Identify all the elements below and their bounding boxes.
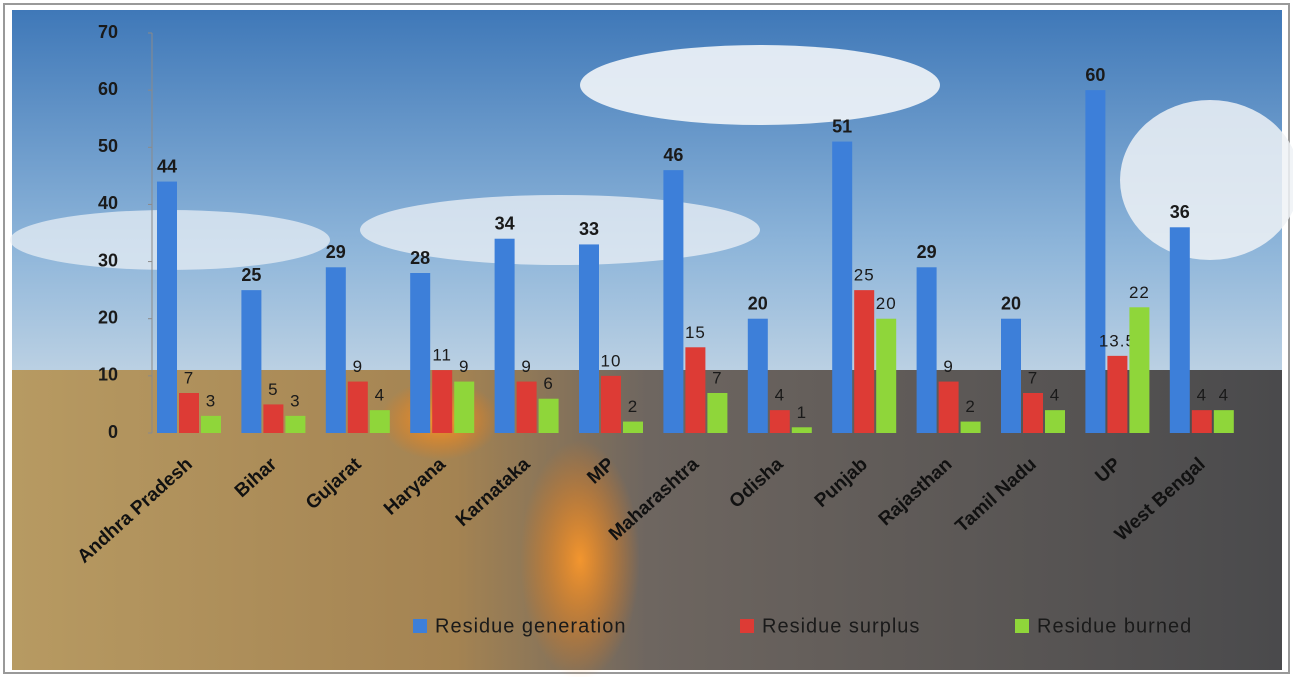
- bar: [916, 267, 937, 433]
- data-label: 29: [326, 242, 346, 262]
- bar: [1045, 410, 1065, 433]
- bar: [369, 410, 390, 433]
- y-tick-label: 0: [108, 422, 118, 442]
- y-tick-label: 50: [98, 136, 118, 156]
- data-label: 6: [543, 374, 553, 393]
- data-label: 7: [184, 368, 194, 387]
- bar: [1213, 410, 1234, 433]
- data-label: 44: [157, 156, 177, 176]
- bar: [1129, 307, 1150, 433]
- data-label: 3: [290, 391, 300, 410]
- data-label: 5: [268, 380, 278, 399]
- legend-label: Residue surplus: [762, 615, 920, 637]
- bar: [832, 141, 853, 434]
- bar: [157, 181, 177, 433]
- bar: [769, 410, 790, 433]
- bar: [516, 381, 537, 433]
- bar: [347, 381, 368, 433]
- data-label: 4: [1050, 386, 1060, 405]
- data-label: 20: [1001, 293, 1021, 313]
- bar: [1085, 90, 1106, 434]
- legend-swatch: [740, 619, 754, 633]
- y-tick-label: 10: [98, 365, 118, 385]
- data-label: 11: [432, 346, 452, 365]
- bar: [960, 421, 981, 433]
- bar: [494, 238, 515, 433]
- bar: [854, 290, 875, 433]
- bar: [747, 318, 768, 433]
- data-label: 20: [876, 294, 897, 313]
- data-label: 4: [1197, 386, 1207, 405]
- data-label: 4: [375, 386, 385, 405]
- bar: [579, 244, 599, 433]
- bar: [1169, 227, 1190, 433]
- bar: [685, 347, 706, 433]
- data-label: 25: [854, 266, 875, 285]
- bar: [285, 415, 306, 433]
- data-label: 15: [685, 323, 706, 342]
- legend-swatch: [1015, 619, 1029, 633]
- y-tick-label: 40: [98, 193, 118, 213]
- data-label: 10: [601, 351, 622, 370]
- bar: [432, 370, 453, 433]
- data-label: 22: [1129, 283, 1150, 302]
- data-label: 4: [1219, 386, 1229, 405]
- data-label: 13.5: [1099, 331, 1136, 350]
- data-label: 29: [917, 242, 937, 262]
- data-label: 3: [206, 391, 216, 410]
- data-label: 33: [579, 219, 599, 239]
- data-label: 25: [241, 265, 261, 285]
- legend-swatch: [413, 619, 427, 633]
- bar: [263, 404, 284, 433]
- data-label: 9: [521, 357, 531, 376]
- bar: [538, 398, 559, 433]
- legend-label: Residue burned: [1037, 615, 1192, 637]
- data-label: 28: [410, 248, 430, 268]
- data-label: 9: [459, 357, 469, 376]
- data-label: 34: [495, 213, 515, 233]
- legend-label: Residue generation: [435, 615, 626, 637]
- bar: [791, 427, 812, 433]
- bar: [1001, 318, 1021, 433]
- bar: [623, 421, 643, 433]
- data-label: 60: [1085, 65, 1105, 85]
- data-label: 36: [1170, 202, 1190, 222]
- y-tick-label: 70: [98, 22, 118, 42]
- data-label: 4: [775, 386, 785, 405]
- bar: [241, 290, 262, 433]
- data-label: 7: [1028, 368, 1038, 387]
- bar: [876, 318, 897, 433]
- y-tick-label: 60: [98, 79, 118, 99]
- bar: [454, 381, 475, 433]
- data-label: 7: [712, 368, 722, 387]
- bar: [1107, 355, 1128, 433]
- data-label: 2: [965, 397, 975, 416]
- data-label: 46: [663, 145, 683, 165]
- data-label: 20: [748, 293, 768, 313]
- data-label: 1: [797, 403, 807, 422]
- bar: [325, 267, 346, 433]
- bar: [179, 393, 199, 433]
- bar: [1023, 393, 1043, 433]
- y-tick-label: 30: [98, 250, 118, 270]
- bar: [201, 415, 221, 433]
- bar: [601, 375, 621, 433]
- bar: [938, 381, 959, 433]
- data-label: 9: [353, 357, 363, 376]
- y-tick-label: 20: [98, 307, 118, 327]
- bar: [707, 393, 728, 433]
- data-label: 2: [628, 397, 638, 416]
- bar: [1191, 410, 1212, 433]
- data-label: 51: [832, 116, 852, 136]
- bar: [410, 273, 431, 433]
- data-label: 9: [943, 357, 953, 376]
- bar: [663, 170, 684, 433]
